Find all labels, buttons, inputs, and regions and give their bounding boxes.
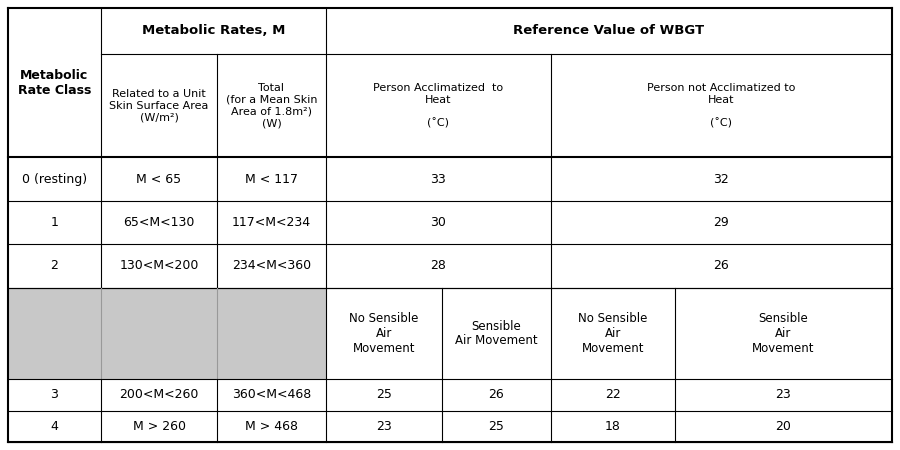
Text: Reference Value of WBGT: Reference Value of WBGT: [513, 24, 705, 37]
Text: M < 65: M < 65: [137, 173, 182, 186]
Text: 1: 1: [50, 216, 58, 229]
Text: Sensible
Air
Movement: Sensible Air Movement: [752, 312, 814, 355]
Text: Metabolic Rates, M: Metabolic Rates, M: [141, 24, 285, 37]
Text: 22: 22: [605, 388, 621, 401]
Text: 130<M<200: 130<M<200: [120, 260, 199, 273]
Text: Related to a Unit
Skin Surface Area
(W/m²): Related to a Unit Skin Surface Area (W/m…: [109, 89, 209, 122]
Text: 2: 2: [50, 260, 58, 273]
Text: Sensible
Air Movement: Sensible Air Movement: [455, 320, 537, 347]
Text: 20: 20: [776, 420, 791, 433]
Text: 200<M<260: 200<M<260: [120, 388, 199, 401]
Text: M > 468: M > 468: [245, 420, 298, 433]
Text: 117<M<234: 117<M<234: [232, 216, 311, 229]
Text: 4: 4: [50, 420, 58, 433]
Text: 25: 25: [376, 388, 392, 401]
Text: 26: 26: [489, 388, 504, 401]
Text: 26: 26: [714, 260, 729, 273]
Text: Person not Acclimatized to
Heat

(˚C): Person not Acclimatized to Heat (˚C): [647, 83, 796, 128]
Text: 360<M<468: 360<M<468: [232, 388, 311, 401]
Text: No Sensible
Air
Movement: No Sensible Air Movement: [349, 312, 418, 355]
Text: 32: 32: [714, 173, 729, 186]
Text: M > 260: M > 260: [132, 420, 185, 433]
Text: Person Acclimatized  to
Heat

(˚C): Person Acclimatized to Heat (˚C): [374, 83, 503, 128]
Text: 3: 3: [50, 388, 58, 401]
Bar: [8, 288, 326, 379]
Text: 30: 30: [430, 216, 446, 229]
Text: 0 (resting): 0 (resting): [22, 173, 87, 186]
Text: 23: 23: [376, 420, 392, 433]
Text: 234<M<360: 234<M<360: [232, 260, 311, 273]
Text: 28: 28: [430, 260, 446, 273]
Text: No Sensible
Air
Movement: No Sensible Air Movement: [578, 312, 647, 355]
Text: 65<M<130: 65<M<130: [123, 216, 194, 229]
Text: 25: 25: [489, 420, 504, 433]
Text: 29: 29: [714, 216, 729, 229]
Text: M < 117: M < 117: [245, 173, 298, 186]
Text: 23: 23: [776, 388, 791, 401]
Text: 33: 33: [430, 173, 446, 186]
Text: Metabolic
Rate Class: Metabolic Rate Class: [18, 69, 91, 97]
Text: Total
(for a Mean Skin
Area of 1.8m²)
(W): Total (for a Mean Skin Area of 1.8m²) (W…: [226, 83, 317, 128]
Text: 18: 18: [605, 420, 621, 433]
